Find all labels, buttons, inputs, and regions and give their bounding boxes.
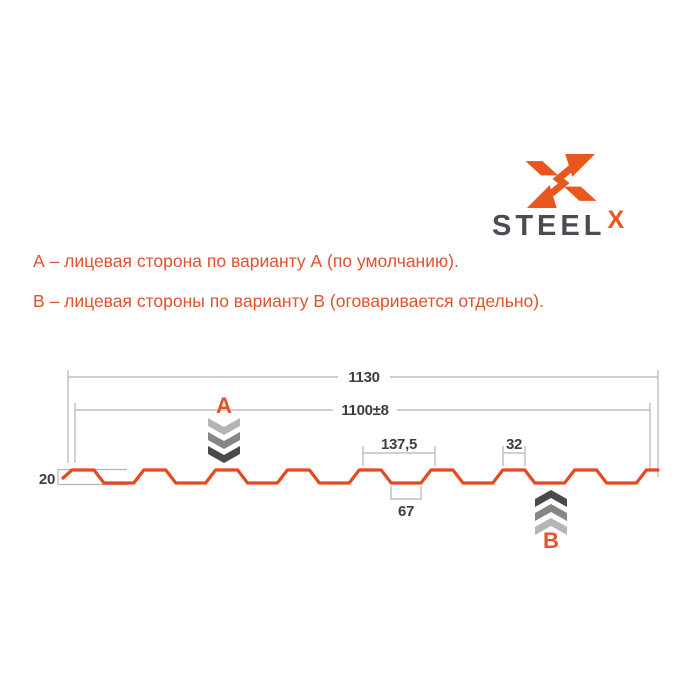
- variant-a-label: А: [216, 393, 232, 418]
- variant-b-label: В: [543, 528, 559, 553]
- dim-rib-pitch-label: 137,5: [381, 436, 417, 453]
- brand-name-text: STEEL: [492, 210, 606, 242]
- dim-67-line: [390, 486, 422, 500]
- dim-32-line: [502, 446, 526, 466]
- note-variant-b: В – лицевая стороны по варианту В (огова…: [33, 291, 544, 311]
- dim-profile-height-label: 20: [39, 471, 55, 488]
- brand-logo: STEELX: [492, 152, 652, 244]
- dim-1130-extensions: [67, 370, 659, 477]
- variant-a-chevrons-icon: [208, 418, 240, 463]
- dimension-lines: [57, 370, 659, 500]
- dim-137-line: [362, 446, 436, 466]
- dim-1100-extensions: [74, 403, 651, 469]
- dim-rib-bottom-label: 67: [398, 503, 414, 520]
- brand-wordmark: STEELX: [492, 206, 624, 243]
- dim-overall-width-label: 1130: [348, 369, 379, 386]
- steelx-x-icon: [525, 154, 597, 208]
- profile-outline: [61, 468, 660, 485]
- dim-rib-top-label: 32: [506, 436, 522, 453]
- note-variant-a: А – лицевая сторона по варианту А (по ум…: [33, 251, 459, 271]
- brand-x-text: X: [607, 206, 625, 234]
- variant-b-chevrons-icon: [535, 490, 567, 535]
- dim-cover-width-label: 1100±8: [341, 402, 388, 419]
